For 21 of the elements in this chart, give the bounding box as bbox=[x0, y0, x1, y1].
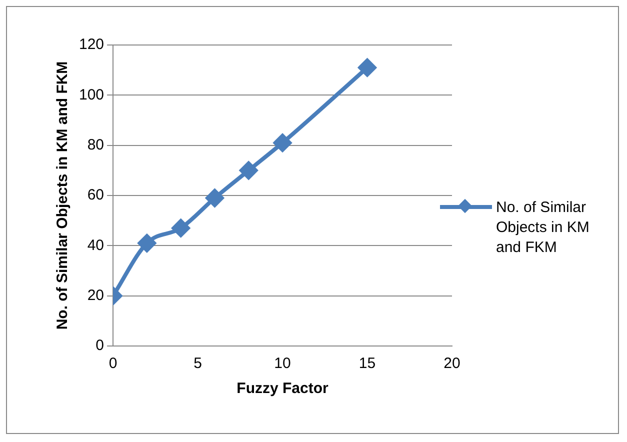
x-tick-label: 10 bbox=[274, 355, 291, 372]
point bbox=[274, 134, 292, 152]
point bbox=[358, 58, 376, 77]
y-tick-label: 60 bbox=[87, 186, 104, 204]
x-tick-label: 15 bbox=[358, 355, 376, 372]
x-axis-title: Fuzzy Factor bbox=[236, 380, 329, 398]
x-tick-label: 5 bbox=[194, 355, 202, 372]
y-axis-title: No. of Similar Objects in KM and FKM bbox=[54, 61, 72, 330]
y-tick-label: 20 bbox=[87, 286, 104, 304]
legend-label: No. of Similar Objects in KM and FKM bbox=[496, 198, 590, 258]
y-tick-label: 0 bbox=[96, 337, 104, 354]
point bbox=[138, 234, 156, 252]
x-tick-label: 20 bbox=[444, 355, 460, 372]
y-tick-label: 80 bbox=[87, 136, 104, 154]
y-tick-label: 120 bbox=[78, 36, 104, 54]
point bbox=[206, 189, 224, 208]
y-tick-label: 40 bbox=[87, 236, 104, 254]
x-tick-label: 0 bbox=[108, 355, 118, 372]
point bbox=[240, 161, 258, 180]
y-tick-label: 100 bbox=[78, 86, 104, 104]
point bbox=[172, 219, 190, 238]
